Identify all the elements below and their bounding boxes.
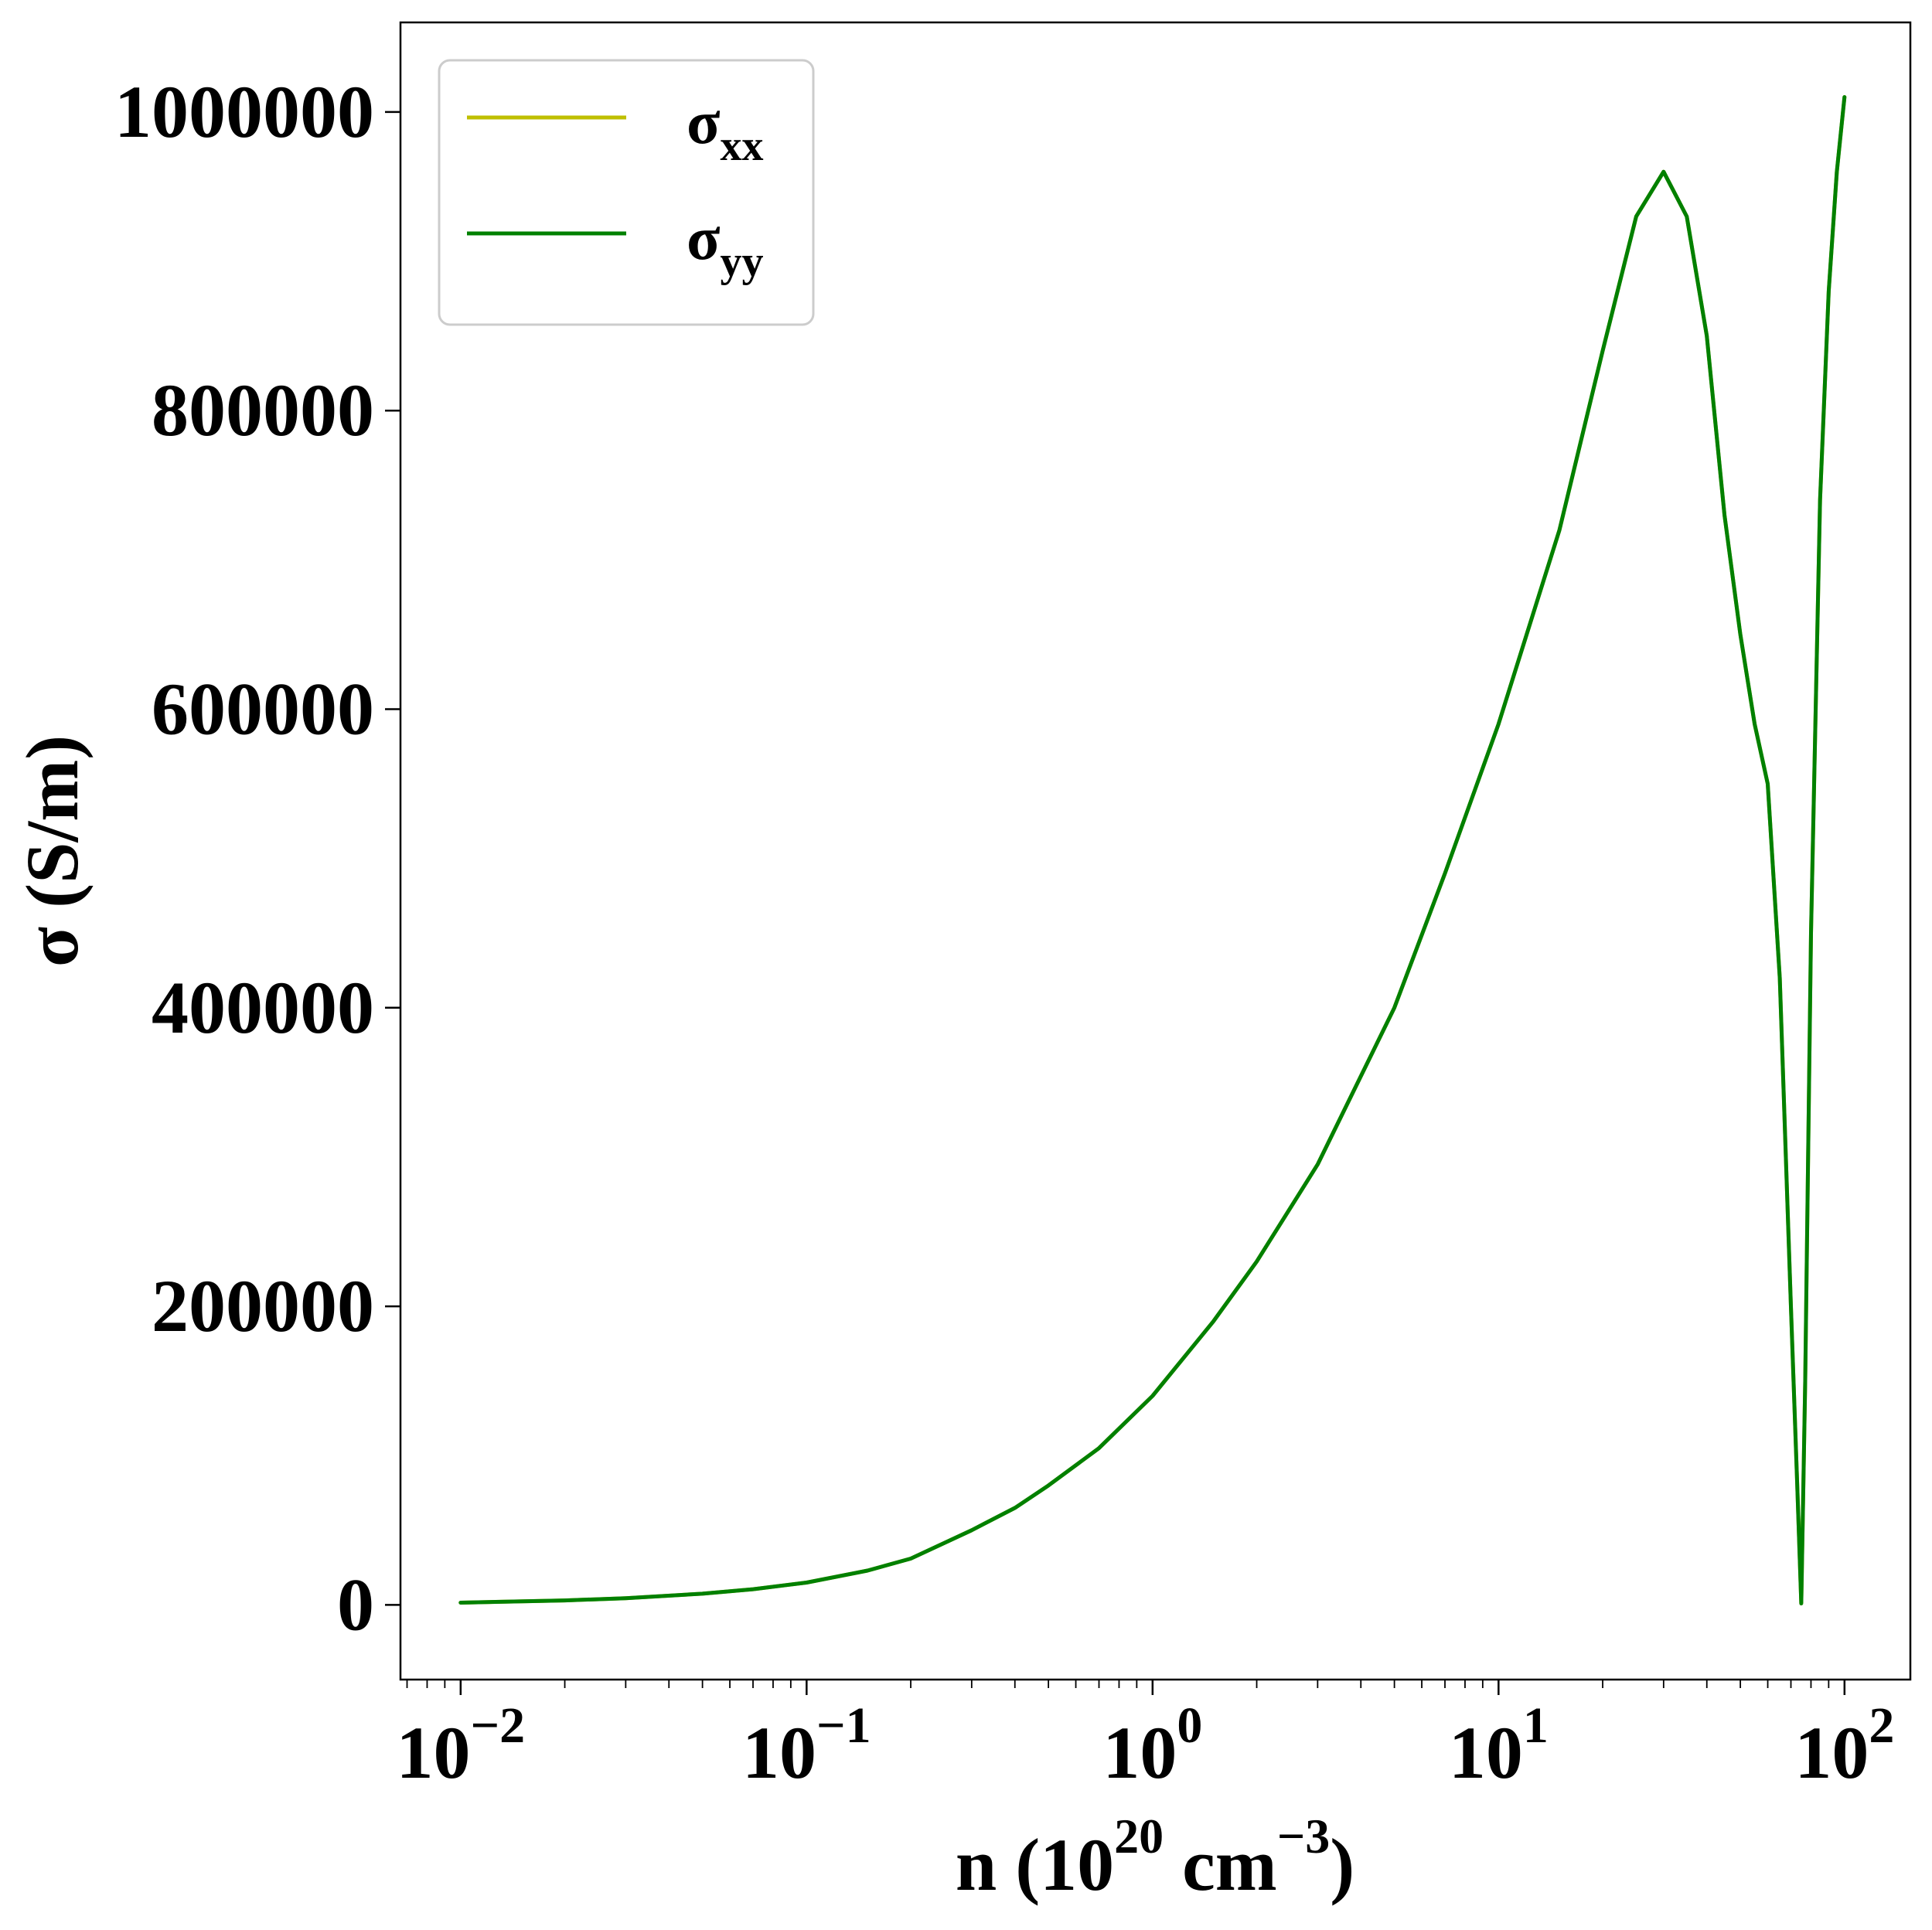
x-axis-label-sup2: −3 [1277, 1809, 1330, 1864]
x-axis-label-base: n (10 [956, 1823, 1114, 1906]
x-axis-label-end: ) [1330, 1823, 1354, 1906]
legend-label-sigma-xx: σxx [687, 89, 764, 170]
y-axis: 0 200000 400000 600000 800000 1000000 [114, 70, 400, 1646]
x-tick-label: 100 [1102, 1697, 1202, 1794]
legend-label-sigma-yy: σyy [687, 205, 764, 286]
x-axis: 10−2 10−1 100 101 102 [397, 1680, 1894, 1794]
y-axis-label: σ (S/m) [11, 735, 94, 967]
plot-frame [399, 21, 1912, 1681]
x-tick-label: 10−2 [397, 1697, 526, 1794]
x-tick-label: 102 [1794, 1697, 1894, 1794]
legend-box [438, 59, 815, 326]
y-tick-label: 400000 [152, 966, 374, 1049]
x-tick-label: 101 [1449, 1697, 1549, 1794]
y-tick-label: 1000000 [114, 70, 374, 153]
x-axis-label: n (1020 cm−3) [956, 1809, 1354, 1906]
series-lines [458, 95, 1847, 1605]
x-axis-label-mid: cm [1164, 1823, 1277, 1906]
x-axis-label-sup1: 20 [1114, 1809, 1164, 1864]
series-line-yy [458, 95, 1847, 1605]
x-tick-label: 10−1 [742, 1697, 871, 1794]
y-tick-label: 800000 [152, 369, 374, 451]
y-tick-label: 600000 [152, 668, 374, 751]
legend: σxx σyy [438, 59, 815, 326]
y-tick-label: 0 [337, 1563, 374, 1646]
y-tick-label: 200000 [152, 1265, 374, 1347]
